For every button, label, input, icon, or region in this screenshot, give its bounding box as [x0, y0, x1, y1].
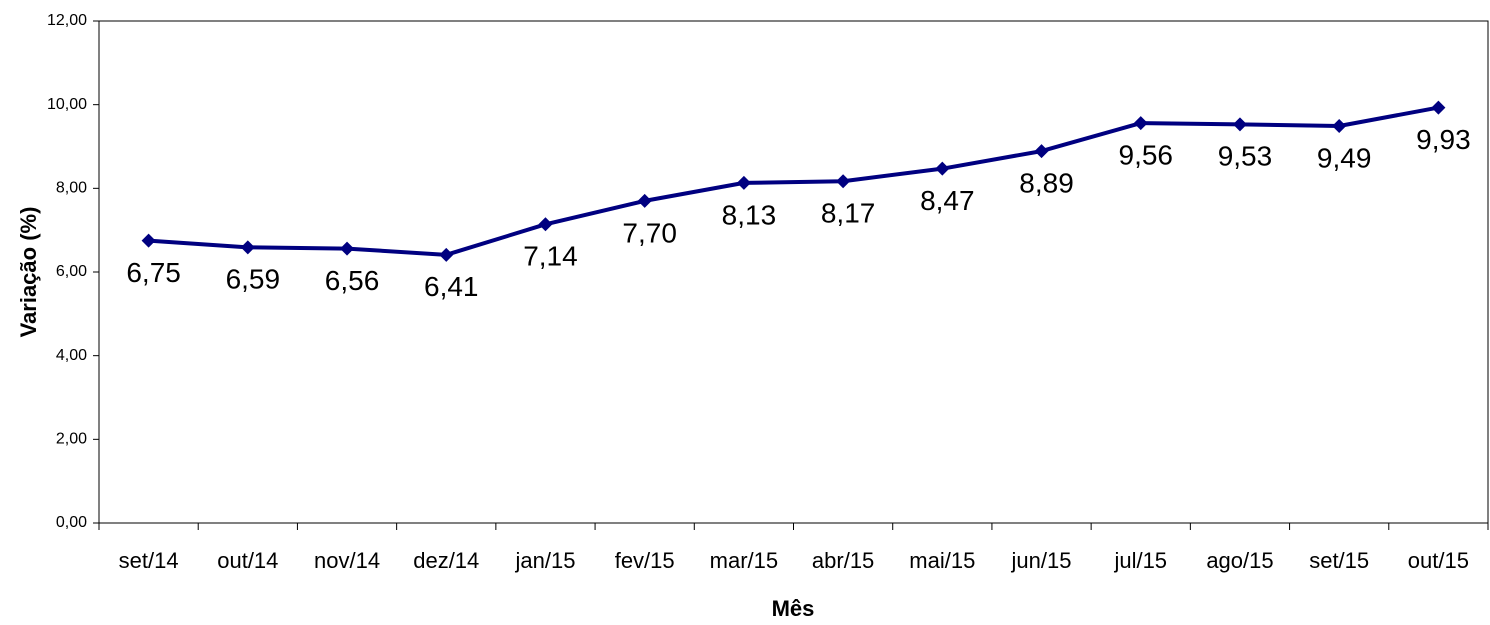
y-tick-label: 6,00	[56, 263, 87, 280]
x-tick-label: out/15	[1408, 548, 1469, 573]
x-tick-label: set/15	[1309, 548, 1369, 573]
x-tick-label: set/14	[119, 548, 179, 573]
y-tick-label: 8,00	[56, 180, 87, 197]
value-label: 6,75	[126, 257, 181, 288]
x-tick-label: ago/15	[1206, 548, 1273, 573]
plot-frame	[98, 20, 1489, 524]
x-tick-label: jun/15	[1011, 548, 1072, 573]
y-tick-label: 4,00	[56, 347, 87, 364]
x-tick-label: nov/14	[314, 548, 380, 573]
data-point	[1133, 116, 1148, 131]
y-tick-label: 0,00	[56, 514, 87, 531]
value-label: 9,56	[1119, 139, 1174, 170]
x-tick-label: dez/14	[413, 548, 479, 573]
data-point	[1034, 144, 1049, 159]
data-point	[836, 174, 851, 189]
value-label: 7,14	[523, 241, 578, 272]
data-point	[538, 217, 553, 232]
x-tick-label: mar/15	[710, 548, 778, 573]
x-axis-title: Mês	[772, 596, 815, 621]
x-tick-label: jan/15	[514, 548, 575, 573]
data-point	[340, 241, 355, 256]
x-tick-label: abr/15	[812, 548, 874, 573]
data-line	[148, 105, 1439, 257]
value-label: 9,93	[1416, 124, 1471, 155]
value-label: 8,13	[722, 199, 777, 230]
data-point	[1232, 117, 1247, 132]
x-tick-label: mai/15	[909, 548, 975, 573]
x-tick-label: jul/15	[1113, 548, 1167, 573]
y-axis-title: Variação (%)	[16, 207, 41, 338]
value-label: 9,49	[1317, 142, 1372, 173]
data-point	[141, 233, 156, 248]
data-point	[439, 247, 454, 262]
y-tick-label: 2,00	[56, 431, 87, 448]
y-tick-label: 12,00	[47, 12, 87, 29]
value-label: 8,89	[1019, 167, 1074, 198]
value-label: 8,17	[821, 198, 876, 229]
value-label: 7,70	[622, 217, 677, 248]
y-tick-label: 10,00	[47, 96, 87, 113]
value-label: 6,41	[424, 271, 479, 302]
data-point	[240, 240, 255, 255]
value-label: 8,47	[920, 185, 975, 216]
x-tick-label: out/14	[217, 548, 278, 573]
value-label: 6,56	[325, 265, 380, 296]
data-point	[935, 161, 950, 176]
data-point	[736, 175, 751, 190]
x-tick-label: fev/15	[615, 548, 675, 573]
data-point	[1332, 119, 1347, 134]
value-label: 9,53	[1218, 141, 1273, 172]
value-label: 6,59	[226, 264, 281, 295]
data-point	[637, 193, 652, 208]
data-point	[1431, 100, 1446, 115]
